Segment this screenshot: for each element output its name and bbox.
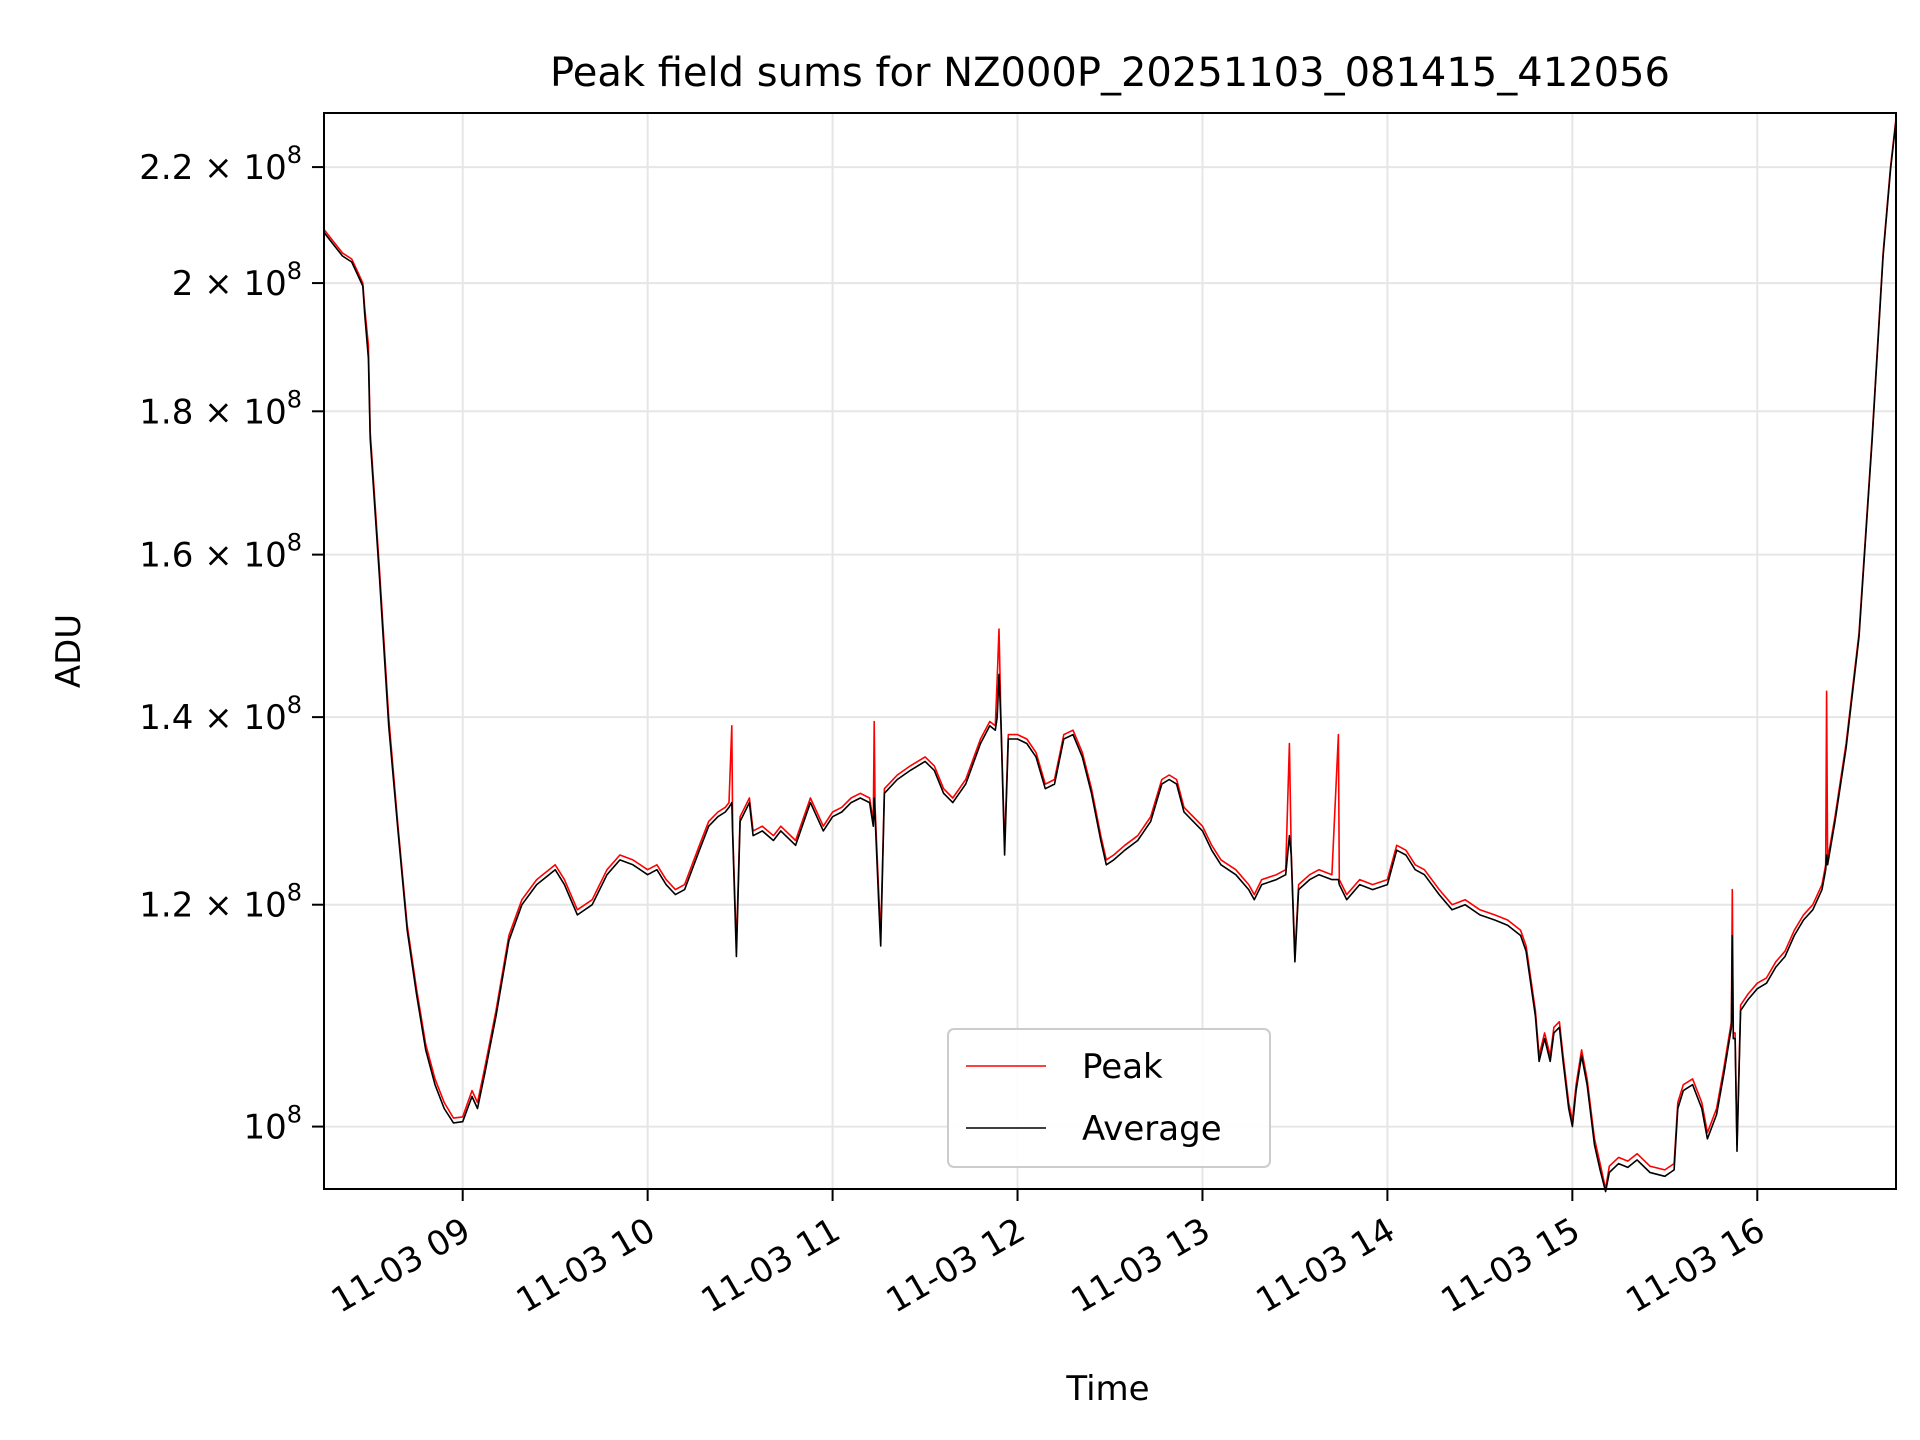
y-tick-label: 1.6 × 108: [139, 529, 302, 576]
series-average-line: [323, 120, 1897, 1193]
y-axis: 108 1.2 × 108 1.4 × 108 1.6 × 108 1.8 × 108 2…: [139, 141, 324, 1148]
legend-box: [947, 1028, 1271, 1168]
x-axis-label: Time: [1065, 1369, 1149, 1409]
legend-average-label: Average: [1082, 1109, 1222, 1149]
y-tick-label: 2.2 × 108: [139, 141, 302, 188]
y-tick-label: 1.8 × 108: [139, 385, 302, 432]
grid: [324, 113, 1896, 1189]
legend-peak-label: Peak: [1082, 1047, 1163, 1087]
y-tick-label: 2 × 108: [172, 257, 302, 304]
chart-title: Peak field sums for NZ000P_20251103_0814…: [550, 50, 1670, 96]
y-axis-label: ADU: [49, 614, 89, 688]
y-tick-label: 108: [243, 1101, 302, 1148]
series-layer: [323, 118, 1897, 1193]
y-tick-label: 1.4 × 108: [139, 691, 302, 738]
y-tick-label: 1.2 × 108: [139, 879, 302, 926]
plot-frame: [323, 112, 1897, 1190]
legend: Peak Average: [947, 1028, 1271, 1168]
